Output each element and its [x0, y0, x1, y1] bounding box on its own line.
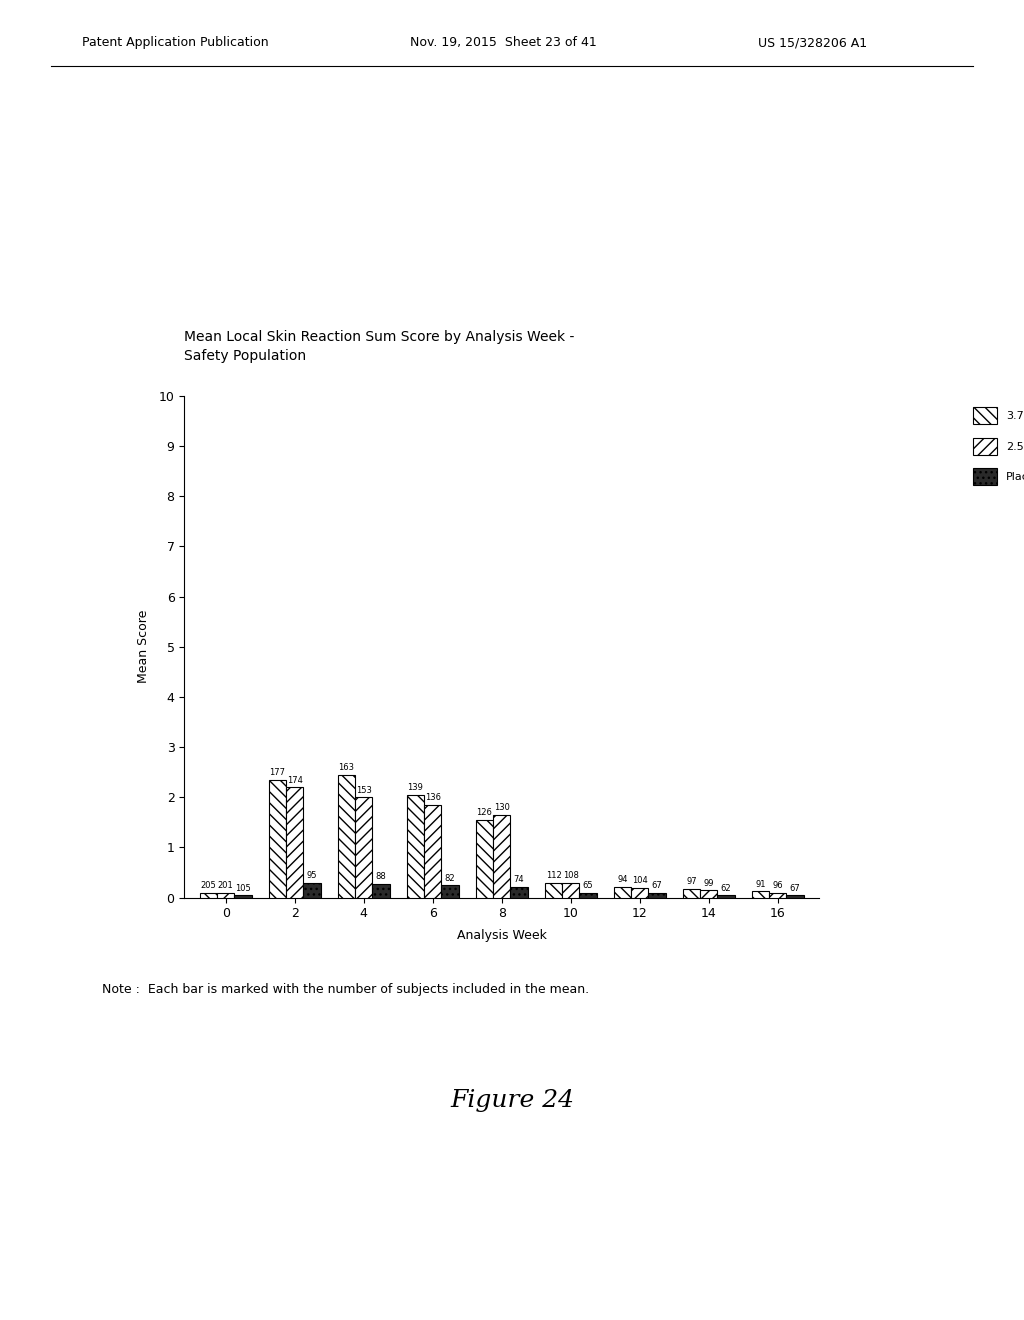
Text: 62: 62	[721, 883, 731, 892]
Text: 99: 99	[703, 879, 714, 887]
Text: 112: 112	[546, 871, 561, 880]
Text: 174: 174	[287, 776, 303, 784]
Text: 67: 67	[790, 883, 801, 892]
Text: 91: 91	[756, 879, 766, 888]
Text: 88: 88	[376, 873, 386, 880]
Bar	[631, 887, 648, 898]
Text: 139: 139	[408, 783, 424, 792]
Bar	[476, 820, 494, 898]
Text: Nov. 19, 2015  Sheet 23 of 41: Nov. 19, 2015 Sheet 23 of 41	[410, 36, 596, 49]
Bar	[752, 891, 769, 898]
Legend: 3.75%, 2.5%, Placebo: 3.75%, 2.5%, Placebo	[967, 401, 1024, 491]
Text: 130: 130	[494, 804, 510, 812]
Bar	[441, 884, 459, 898]
Bar	[494, 814, 510, 898]
Text: Mean Local Skin Reaction Sum Score by Analysis Week -
Safety Population: Mean Local Skin Reaction Sum Score by An…	[184, 330, 574, 363]
Bar	[424, 805, 441, 898]
Bar	[407, 795, 424, 898]
Text: Figure 24: Figure 24	[450, 1089, 574, 1111]
Text: 153: 153	[355, 785, 372, 795]
Bar	[217, 892, 234, 898]
Bar	[562, 883, 580, 898]
Text: 67: 67	[651, 880, 663, 890]
Bar	[338, 775, 355, 898]
Bar	[700, 890, 718, 898]
Text: 97: 97	[686, 876, 697, 886]
Text: 163: 163	[339, 763, 354, 772]
Bar	[200, 892, 217, 898]
Text: 105: 105	[236, 883, 251, 892]
Text: 108: 108	[563, 871, 579, 880]
Text: 94: 94	[617, 875, 628, 884]
Bar	[286, 787, 303, 898]
Text: 96: 96	[772, 880, 783, 890]
Bar	[510, 887, 527, 898]
Text: 95: 95	[307, 871, 317, 880]
Bar	[580, 892, 597, 898]
Bar	[769, 892, 786, 898]
Text: 177: 177	[269, 768, 286, 777]
Bar	[355, 797, 373, 898]
Text: 65: 65	[583, 880, 593, 890]
Bar	[786, 895, 804, 898]
Bar	[373, 883, 389, 898]
Text: 205: 205	[201, 880, 216, 890]
Bar	[683, 888, 700, 898]
Text: Note :  Each bar is marked with the number of subjects included in the mean.: Note : Each bar is marked with the numbe…	[102, 983, 590, 997]
Text: 126: 126	[476, 808, 493, 817]
X-axis label: Analysis Week: Analysis Week	[457, 929, 547, 941]
Bar	[648, 892, 666, 898]
Bar	[545, 883, 562, 898]
Text: 136: 136	[425, 793, 440, 803]
Text: Patent Application Publication: Patent Application Publication	[82, 36, 268, 49]
Text: 104: 104	[632, 876, 647, 884]
Text: US 15/328206 A1: US 15/328206 A1	[758, 36, 867, 49]
Bar	[303, 883, 321, 898]
Text: 74: 74	[514, 875, 524, 884]
Bar	[614, 887, 631, 898]
Y-axis label: Mean Score: Mean Score	[137, 610, 151, 684]
Text: 201: 201	[218, 880, 233, 890]
Text: 82: 82	[444, 874, 456, 883]
Bar	[718, 895, 734, 898]
Bar	[269, 780, 286, 898]
Bar	[234, 895, 252, 898]
